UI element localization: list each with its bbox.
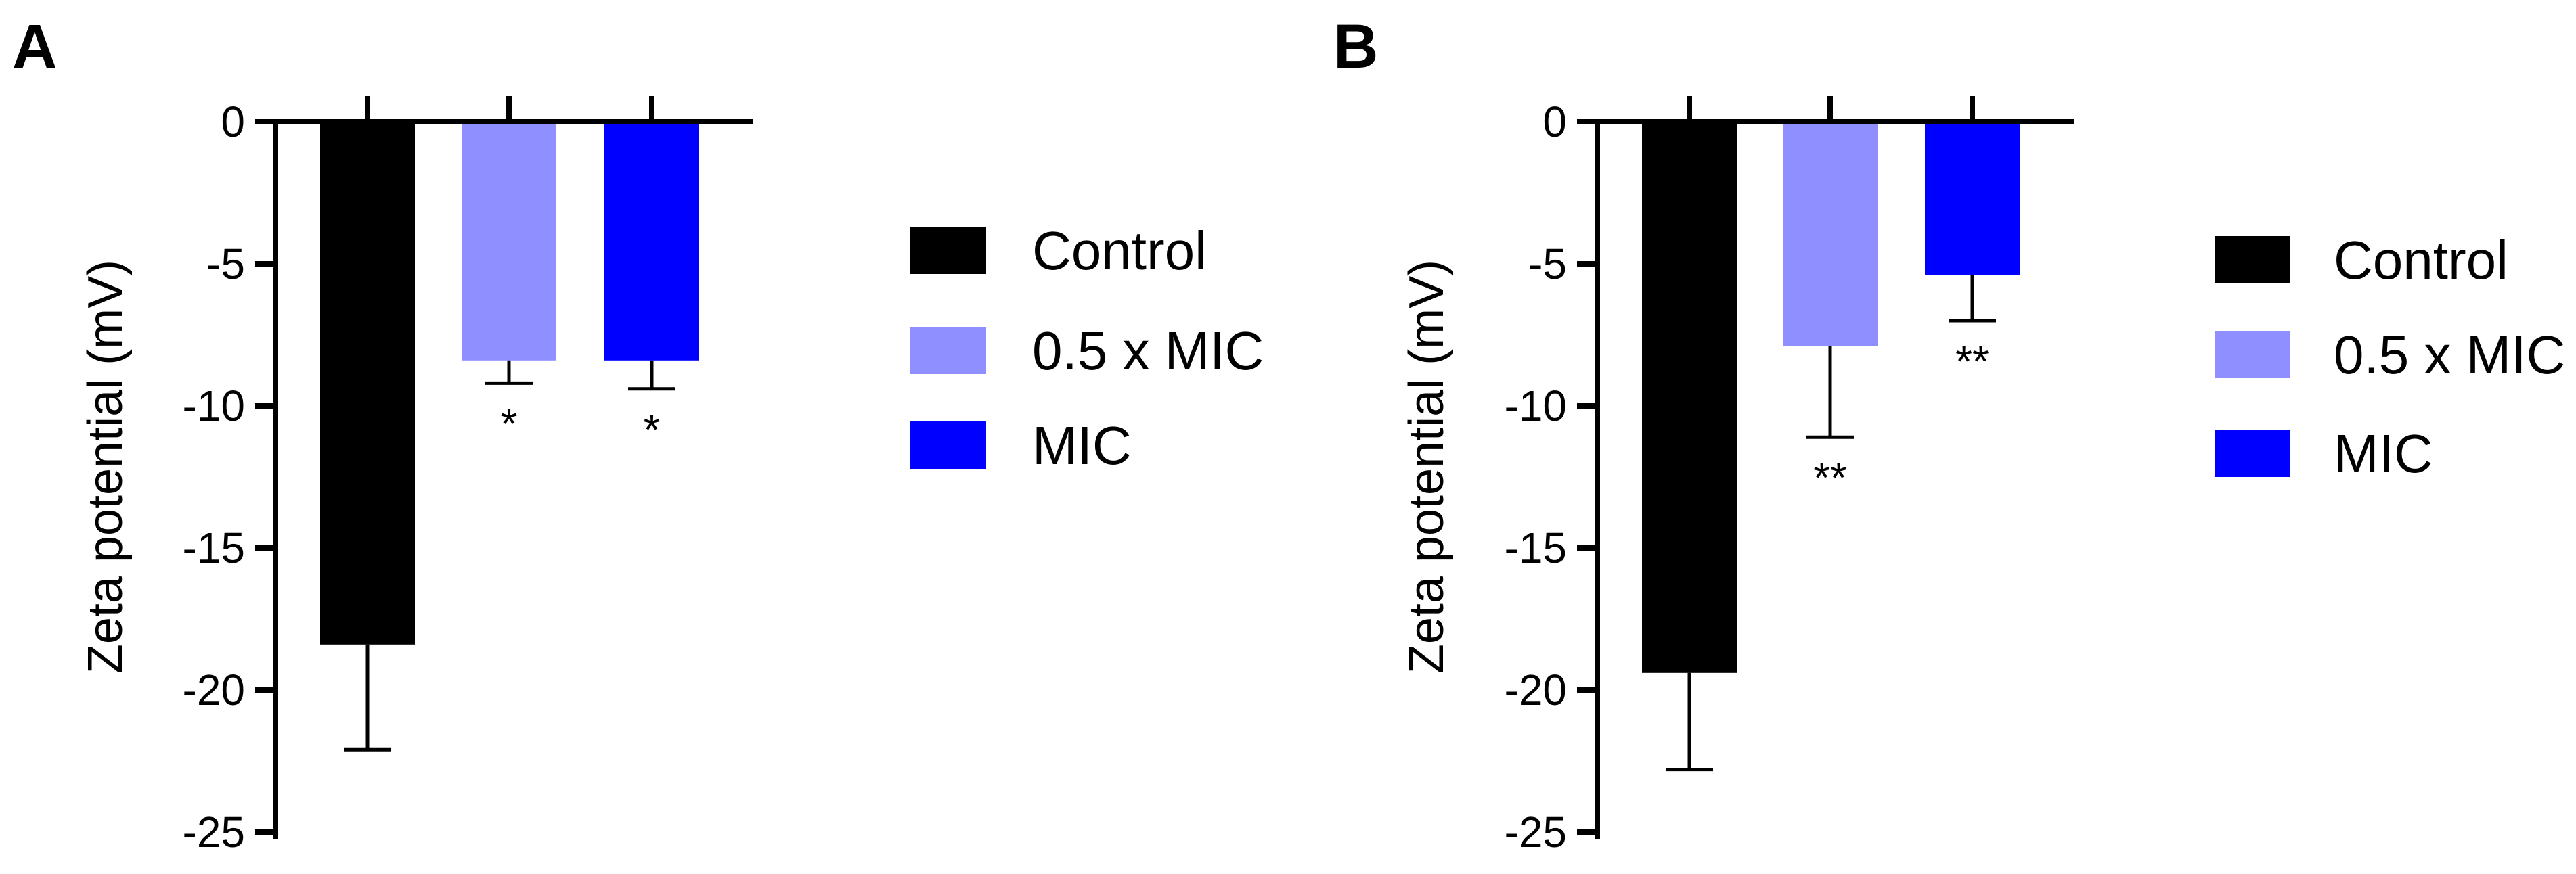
panel-a: A Zeta potential (mV) 0-5-10-15-20-25 * *…: [12, 12, 1264, 856]
y-axis-title: Zeta potential (mV): [79, 260, 133, 674]
y-tick-label: -20: [1505, 666, 1568, 714]
axes: [273, 119, 753, 839]
legend-swatch: [910, 227, 986, 274]
legend-swatch: [910, 421, 986, 469]
y-tick-label: 0: [221, 97, 245, 146]
y-tick-label: -5: [206, 239, 245, 288]
legend-swatch: [2215, 236, 2290, 283]
significance-mark: *: [644, 405, 661, 454]
bar-0: [320, 122, 415, 645]
y-tick-label: -10: [183, 382, 246, 430]
legend-swatch: [2215, 331, 2290, 378]
significance-mark: **: [1955, 337, 1989, 386]
legend-swatch: [2215, 430, 2290, 477]
legend-label: MIC: [1032, 415, 1132, 476]
significance-mark: **: [1813, 453, 1847, 502]
y-tick-label: -10: [1505, 382, 1568, 430]
y-tick-label: -15: [183, 524, 246, 572]
y-tick-label: -25: [183, 808, 246, 856]
bars: * *: [320, 96, 699, 752]
panel-letter: B: [1333, 12, 1378, 81]
bar-2: [604, 122, 699, 361]
y-tick-label: 0: [1542, 97, 1567, 146]
y-axis-ticks: 0 -5 -10 -15 -20 -25: [183, 97, 275, 856]
bar-0: [1642, 122, 1737, 673]
bar-1: [1783, 122, 1878, 346]
bars: ** **: [1642, 96, 2020, 772]
y-tick-label: -5: [1528, 239, 1567, 288]
panel-letter: A: [12, 12, 57, 81]
axes: [1595, 119, 2074, 839]
legend: Control 0.5 x MIC MIC: [2215, 230, 2565, 484]
significance-mark: *: [501, 399, 518, 448]
legend-label: Control: [1032, 221, 1207, 281]
legend-swatch: [910, 327, 986, 374]
bar-1: [462, 122, 556, 361]
y-axis-ticks: 0 -5 -10 -15 -20 -25: [1505, 97, 1597, 856]
panel-b: B Zeta potential (mV) 0 -5 -10 -15 -20 -25 **…: [1333, 12, 2565, 856]
legend: Control 0.5 x MIC MIC: [910, 221, 1264, 476]
y-tick-label: -15: [1505, 524, 1568, 572]
y-tick-label: -20: [183, 666, 246, 714]
y-axis-title: Zeta potential (mV): [1400, 260, 1454, 674]
legend-label: 0.5 x MIC: [2334, 325, 2565, 385]
y-tick-label: -25: [1505, 808, 1568, 856]
legend-label: Control: [2334, 230, 2508, 290]
legend-label: 0.5 x MIC: [1032, 321, 1264, 381]
legend-label: MIC: [2334, 423, 2433, 484]
bar-2: [1925, 122, 2020, 275]
